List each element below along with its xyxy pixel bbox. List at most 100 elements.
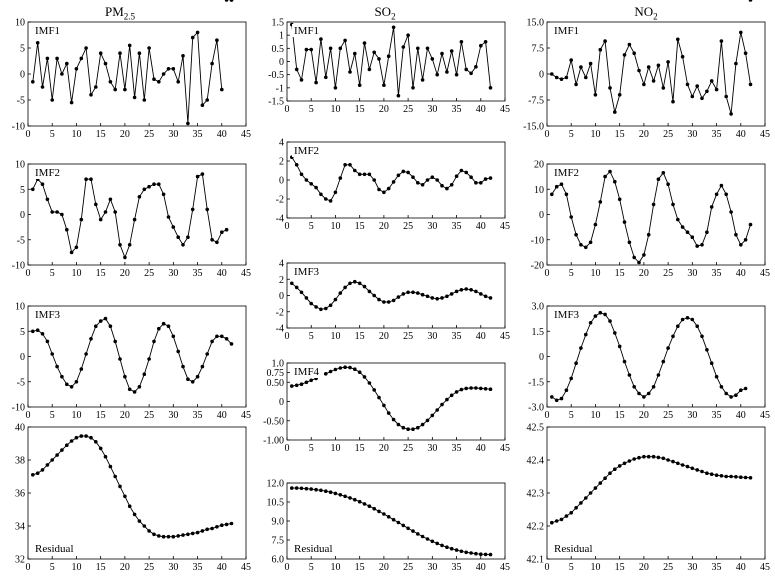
data-point (35, 471, 40, 476)
y-tick-label: -1.00 (263, 436, 284, 447)
data-point (367, 67, 372, 72)
y-tick-label: 36 (15, 489, 25, 500)
data-point (386, 54, 391, 58)
data-point (454, 174, 459, 178)
data-point (690, 317, 695, 322)
data-point (50, 98, 54, 102)
data-point (166, 215, 171, 219)
data-point (593, 93, 598, 97)
data-point (89, 435, 93, 440)
data-point (420, 422, 425, 427)
y-tick-label: -10 (12, 403, 25, 414)
data-point (333, 86, 338, 90)
data-point (309, 182, 314, 186)
data-point (98, 446, 103, 451)
y-tick-label: 0 (539, 70, 544, 81)
data-point (734, 475, 738, 479)
data-point (714, 87, 719, 92)
x-tick-label: 5 (50, 562, 55, 573)
data-point (200, 103, 205, 107)
data-point (430, 296, 435, 300)
data-point (181, 364, 185, 369)
data-point (343, 285, 347, 290)
data-point (220, 334, 224, 339)
data-point (435, 178, 440, 182)
data-point (127, 504, 132, 509)
data-point (454, 289, 459, 294)
data-point (229, 521, 234, 526)
x-tick-label: 45 (760, 562, 770, 573)
x-tick-label: 35 (452, 331, 462, 342)
data-point (333, 297, 338, 302)
data-point (651, 202, 656, 207)
data-point (103, 454, 108, 459)
x-tick-label: 20 (120, 268, 130, 279)
x-tick-label: 10 (330, 331, 340, 342)
data-point (646, 65, 651, 69)
data-point (314, 80, 318, 85)
data-point (55, 364, 59, 369)
panel-so2-imf1: 0 5 10 15 20 25 30 35 40 45 -1.5 -1 -0.5 0 0.5 1 1.5 IMF1 (268, 18, 510, 116)
data-point (137, 195, 142, 199)
data-point (304, 178, 309, 182)
panel-label: IMF1 (35, 25, 60, 37)
data-point (584, 496, 588, 500)
y-tick-label: 2 (279, 157, 284, 168)
data-point (603, 174, 607, 179)
x-tick-label: 0 (545, 268, 550, 279)
data-point (190, 531, 195, 536)
data-point (588, 61, 593, 66)
data-point (309, 487, 314, 491)
y-tick-label: 34 (15, 522, 25, 533)
data-point (608, 319, 612, 323)
data-point (118, 357, 122, 361)
data-point (391, 298, 396, 303)
data-point (474, 386, 478, 390)
data-point (338, 291, 343, 295)
data-point (554, 184, 559, 189)
y-tick-label: 10 (15, 18, 25, 29)
data-point (45, 339, 50, 344)
x-tick-label: 10 (330, 562, 340, 573)
data-point (210, 339, 214, 344)
data-point (386, 186, 391, 191)
data-point (559, 517, 564, 522)
x-tick-label: 25 (663, 129, 673, 140)
data-point (348, 70, 352, 74)
data-point (449, 546, 454, 551)
data-point (304, 486, 309, 491)
data-point (108, 324, 113, 329)
data-point (719, 183, 724, 188)
data-point (579, 65, 583, 69)
data-point (440, 402, 444, 407)
data-point (690, 466, 695, 471)
data-point (386, 411, 391, 415)
data-point (118, 484, 122, 489)
y-tick-label: -0.5 (268, 70, 284, 81)
x-tick-label: 5 (50, 410, 55, 421)
y-tick-label: -7.5 (528, 96, 544, 107)
data-point (445, 397, 449, 402)
y-tick-label: 42.1 (527, 555, 545, 566)
data-point (622, 220, 627, 224)
column-title-no2: NO2 (634, 4, 658, 22)
data-point (157, 182, 161, 186)
data-point (103, 210, 108, 214)
series-line (291, 281, 491, 310)
x-tick-label: 25 (403, 331, 413, 342)
x-tick-label: 5 (309, 443, 314, 454)
data-point (584, 245, 588, 250)
data-point (181, 54, 185, 58)
data-point (579, 346, 583, 350)
data-point (632, 255, 636, 260)
y-tick-label: 10 (534, 185, 544, 196)
data-point (147, 184, 151, 189)
data-point (147, 529, 151, 533)
panel-label: IMF3 (554, 309, 580, 321)
data-point (372, 178, 377, 182)
x-tick-label: 15 (355, 221, 365, 232)
data-point (401, 292, 406, 296)
y-tick-label: -1.5 (528, 377, 544, 388)
data-point (676, 37, 680, 42)
panel-so2-imf4: 0 5 10 15 20 25 30 35 40 45 -1.00 -0.50 0 0.500.751.0… (263, 359, 510, 455)
